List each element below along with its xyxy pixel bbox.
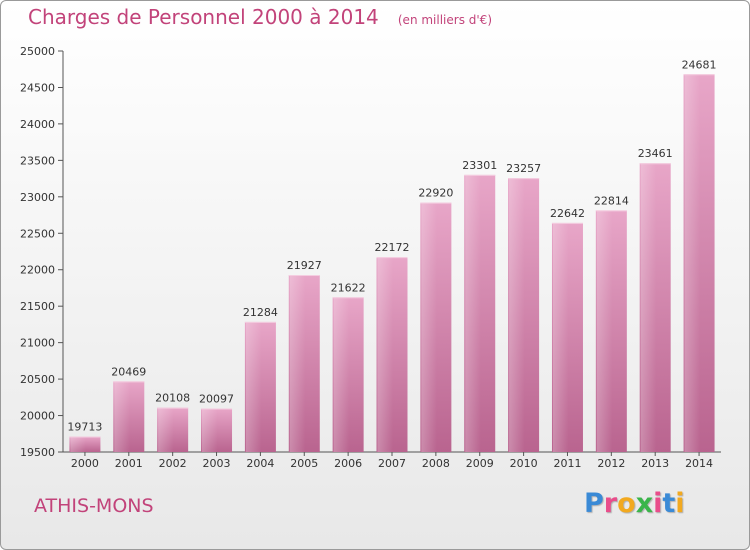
bar-highlight-2005 [289, 275, 306, 452]
x-tick-label-2014: 2014 [685, 457, 713, 470]
value-label-2004: 21284 [243, 306, 278, 319]
axes: 19500 20000 20500 21000 21500 22000 22500 23000… [20, 45, 721, 459]
x-tick-label-2002: 2002 [159, 457, 187, 470]
logo-letter: t [662, 488, 676, 519]
x-tick-label-2003: 2003 [203, 457, 231, 470]
bar-highlight-2014 [684, 74, 701, 453]
value-label-2001: 20469 [111, 365, 146, 378]
value-label-2007: 22172 [375, 241, 410, 254]
value-label-2012: 22814 [594, 194, 629, 207]
value-label-2005: 21927 [287, 259, 322, 272]
bar-highlight-2002 [158, 407, 174, 452]
x-tick-label-2008: 2008 [422, 457, 450, 470]
bar-highlight-2007 [377, 257, 393, 452]
y-tick-label: 22500 [20, 227, 55, 240]
logo-letter: r [603, 488, 618, 519]
y-tick-label: 21000 [20, 337, 55, 350]
logo-letter: x [635, 488, 654, 519]
bar-highlight-2008 [421, 202, 437, 452]
bar-highlight-2006 [333, 297, 350, 452]
value-label-2008: 22920 [418, 187, 453, 200]
x-tick-label-2004: 2004 [246, 457, 274, 470]
proxiti-logo[interactable]: Proxiti [584, 488, 685, 519]
bar-highlight-2009 [465, 174, 481, 452]
bar-highlight-2012 [596, 210, 613, 452]
x-tick-label-2010: 2010 [510, 457, 538, 470]
x-tick-label-2012: 2012 [597, 457, 625, 470]
bar-highlight-2013 [640, 163, 657, 452]
title-line: Charges de Personnel 2000 à 2014 (en mil… [28, 5, 492, 29]
chart-title: Charges de Personnel 2000 à 2014 [28, 5, 379, 29]
x-tick-label-2006: 2006 [334, 457, 362, 470]
x-tick-label-2001: 2001 [115, 457, 143, 470]
x-tick-label-2009: 2009 [466, 457, 494, 470]
value-label-2013: 23461 [638, 147, 673, 160]
x-tick-label-2013: 2013 [641, 457, 669, 470]
value-label-2006: 21622 [331, 281, 366, 294]
value-label-2002: 20108 [155, 392, 190, 405]
value-label-2009: 23301 [462, 159, 497, 172]
x-tick-label-2011: 2011 [553, 457, 581, 470]
y-tick-label: 23000 [20, 191, 55, 204]
y-tick-label: 22000 [20, 264, 55, 277]
chart-unit: (en milliers d'€) [397, 13, 492, 27]
logo-letter: i [675, 488, 685, 519]
y-tick-label: 19500 [20, 446, 55, 459]
logo-letter: P [584, 488, 604, 519]
bars [69, 74, 715, 453]
y-tick-label: 25000 [20, 45, 55, 58]
value-label-2000: 19713 [67, 420, 102, 433]
logo-letter: i [653, 488, 663, 519]
bar-highlight-2000 [70, 436, 86, 452]
labels: 19713 2000 20469 2001 20108 2002 20097 2003 2128… [67, 58, 716, 470]
y-tick-label: 24000 [20, 118, 55, 131]
bar-highlight-2011 [552, 222, 569, 452]
value-label-2010: 23257 [506, 162, 541, 175]
x-tick-label-2000: 2000 [71, 457, 99, 470]
y-tick-label: 24500 [20, 81, 55, 94]
x-tick-label-2007: 2007 [378, 457, 406, 470]
bar-highlight-2003 [202, 408, 218, 452]
bar-highlight-2010 [509, 178, 525, 452]
y-tick-label: 20000 [20, 410, 55, 423]
bar-highlight-2001 [114, 381, 130, 452]
value-label-2014: 24681 [682, 58, 717, 71]
logo-letter: o [617, 488, 636, 519]
y-tick-label: 20500 [20, 373, 55, 386]
value-label-2003: 20097 [199, 392, 234, 405]
x-tick-label-2005: 2005 [290, 457, 318, 470]
city-name: ATHIS-MONS [34, 495, 154, 517]
bar-highlight-2004 [245, 321, 262, 452]
value-label-2011: 22642 [550, 207, 585, 220]
y-tick-label: 21500 [20, 300, 55, 313]
y-tick-label: 23500 [20, 154, 55, 167]
